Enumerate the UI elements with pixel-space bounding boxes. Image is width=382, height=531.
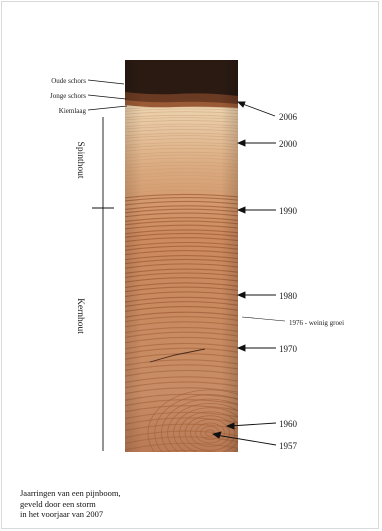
layer-label-pointers [87,79,128,111]
year-label-1960: 1960 [279,419,298,429]
heartwood-label: Kernhout [75,298,85,334]
label-outer-bark: Oude schors [51,77,86,85]
year-label-2006: 2006 [279,112,298,122]
sapwood-bracket [92,117,114,209]
caption-line-3: in het voorjaar van 2007 [20,509,104,519]
label-inner-bark: Jonge schors [50,92,86,100]
year-label-1990: 1990 [279,206,298,216]
year-label-2000: 2000 [279,139,298,149]
sapwood-label: Spinthout [75,142,85,179]
caption: Jaarringen van een pijnboom, geveld door… [20,488,121,520]
wood-core-image [125,60,238,452]
year-label-1980: 1980 [279,291,298,301]
year-label-1970: 1970 [279,344,298,354]
year-label-1957: 1957 [279,441,298,451]
caption-line-1: Jaarringen van een pijnboom, [20,488,121,498]
label-cambium: Kiemlaag [59,107,87,115]
year-label-1976: 1976 - weinig groei [289,319,344,327]
caption-line-2: geveld door een storm [20,498,96,509]
year-arrows [211,101,286,446]
